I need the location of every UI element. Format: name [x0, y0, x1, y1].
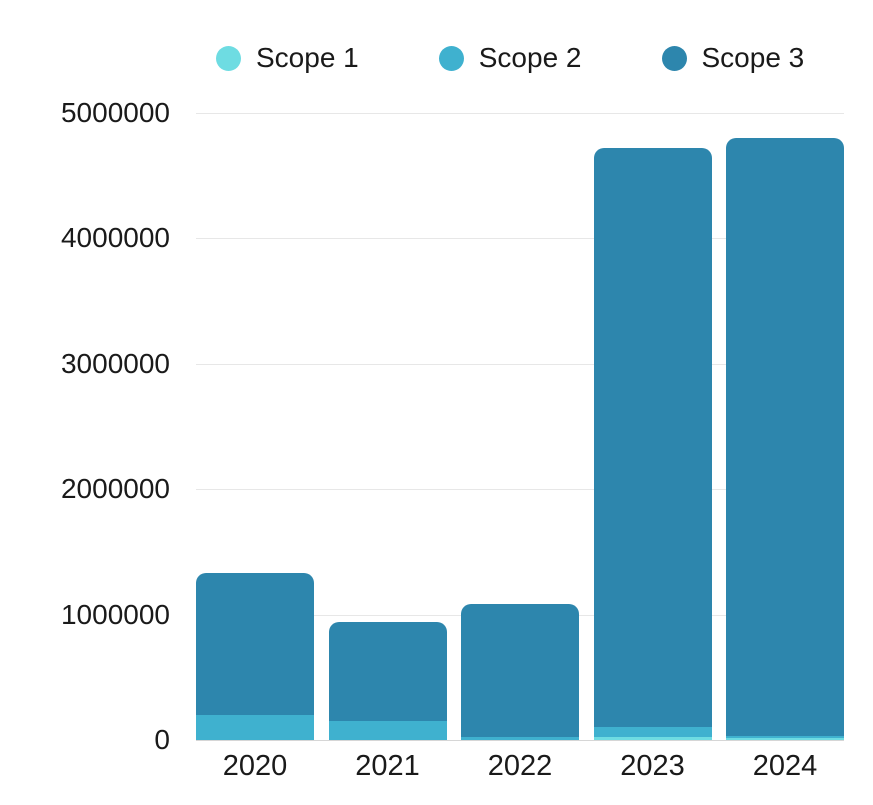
bar-2024[interactable] [726, 138, 844, 740]
x-tick-label: 2020 [222, 750, 288, 782]
legend-item-scope-3[interactable]: Scope 3 [661, 42, 805, 74]
x-axis-baseline [196, 740, 844, 741]
y-tick-label: 4000000 [60, 222, 170, 254]
x-tick-label: 2022 [487, 750, 553, 782]
gridline [196, 489, 844, 491]
y-tick-label: 3000000 [60, 347, 170, 379]
y-tick-label: 1000000 [60, 598, 170, 630]
legend-swatch-icon [216, 45, 241, 71]
legend-label: Scope 1 [256, 42, 359, 73]
bar-segment-scope-2-2021[interactable] [328, 721, 447, 740]
legend-item-scope-2[interactable]: Scope 2 [438, 42, 582, 74]
bar-2020[interactable] [196, 573, 314, 740]
bar-segment-scope-3-2020[interactable] [196, 573, 314, 715]
bar-segment-scope-1-2023[interactable] [593, 736, 712, 740]
plot-area [196, 113, 844, 741]
bar-segment-scope-3-2023[interactable] [593, 147, 712, 727]
gridline [196, 238, 844, 240]
legend-label: Scope 2 [478, 42, 582, 73]
y-tick-label: 0 [154, 724, 170, 755]
bar-segment-scope-2-2020[interactable] [196, 714, 314, 740]
bar-segment-scope-3-2021[interactable] [328, 622, 447, 722]
gridline [196, 363, 844, 365]
bar-segment-scope-2-2023[interactable] [593, 726, 712, 737]
bar-2022[interactable] [461, 603, 579, 740]
x-tick-label: 2024 [752, 750, 818, 782]
legend-swatch-icon [661, 45, 687, 71]
x-tick-label: 2021 [355, 750, 420, 782]
chart-legend: Scope 1 Scope 2 Scope 3 [216, 42, 804, 74]
legend-swatch-icon [438, 45, 464, 71]
bar-segment-scope-2-2024[interactable] [726, 736, 844, 739]
legend-item-scope-1[interactable]: Scope 1 [216, 42, 359, 74]
bar-segment-scope-3-2024[interactable] [726, 138, 844, 737]
y-tick-label: 5000000 [60, 97, 170, 128]
bar-segment-scope-2-2022[interactable] [461, 736, 579, 740]
legend-label: Scope 3 [701, 42, 805, 73]
x-tick-label: 2023 [620, 750, 685, 782]
bar-2023[interactable] [593, 147, 712, 740]
bar-segment-scope-1-2024[interactable] [726, 738, 844, 740]
gridline [196, 113, 844, 114]
bar-segment-scope-3-2022[interactable] [461, 603, 579, 737]
y-tick-label: 2000000 [60, 473, 170, 505]
bar-2021[interactable] [328, 622, 447, 740]
